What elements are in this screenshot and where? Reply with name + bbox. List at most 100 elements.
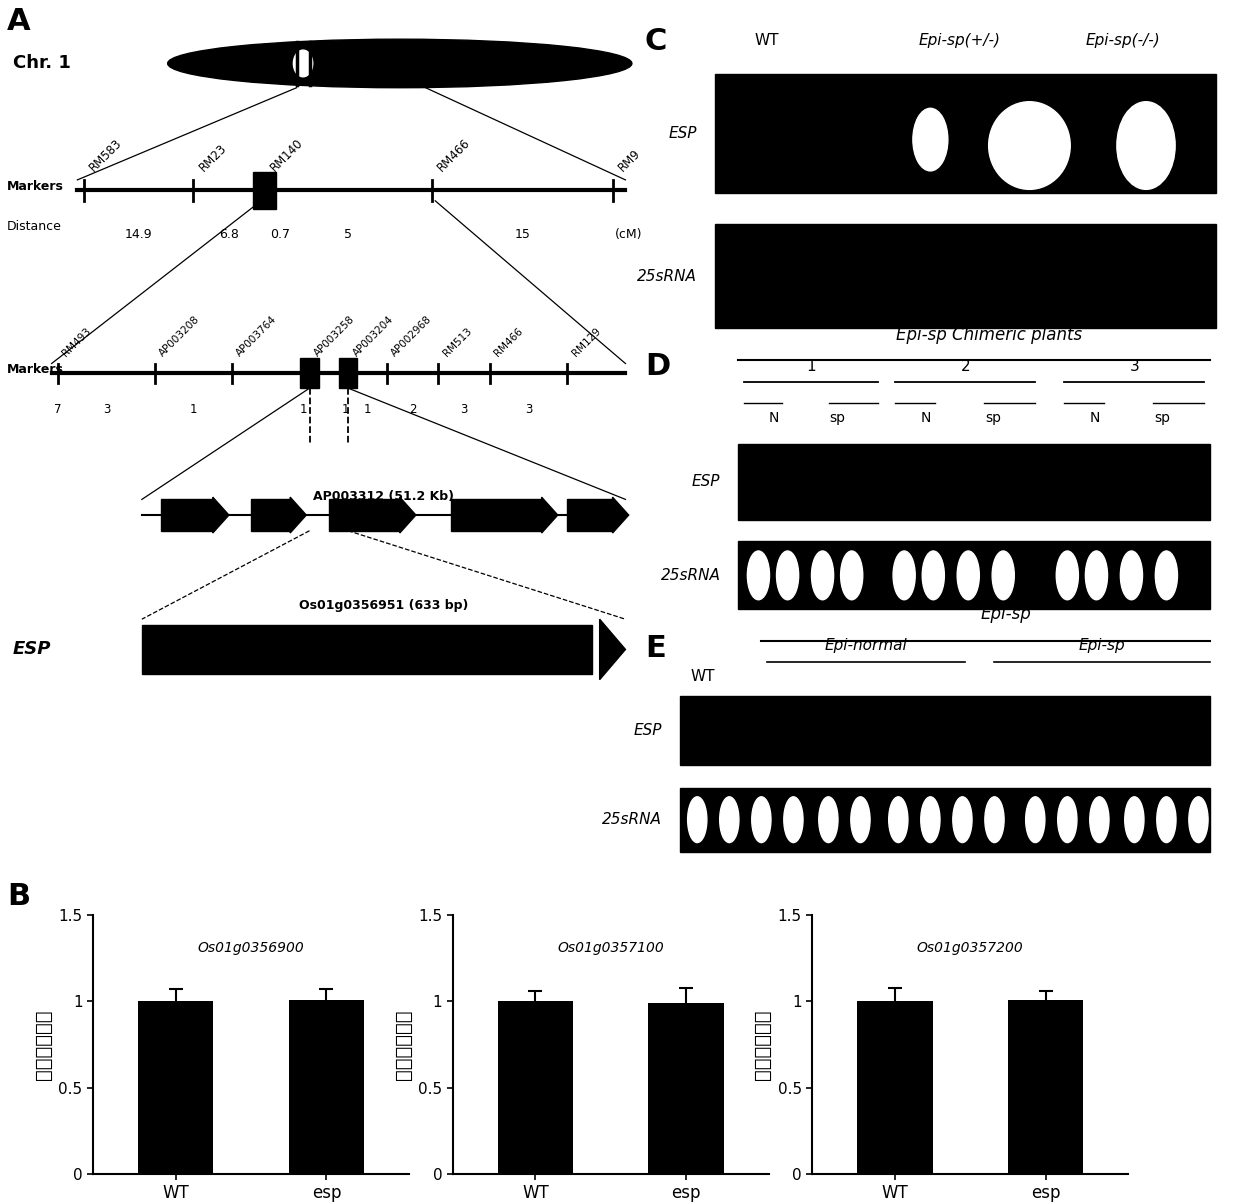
Ellipse shape — [992, 551, 1014, 600]
Text: D: D — [645, 352, 670, 380]
Text: N: N — [921, 412, 931, 425]
Text: AP003204: AP003204 — [351, 314, 396, 359]
Ellipse shape — [893, 551, 915, 600]
Text: N: N — [768, 412, 779, 425]
Bar — [252, 500, 290, 531]
Ellipse shape — [751, 797, 771, 843]
Text: Chr. 1: Chr. 1 — [12, 54, 71, 72]
Text: 1: 1 — [363, 403, 371, 417]
Text: 3: 3 — [103, 403, 110, 417]
Text: Markers: Markers — [6, 181, 63, 193]
Text: AP002968: AP002968 — [389, 314, 434, 359]
Text: ESP: ESP — [668, 126, 697, 141]
Bar — [253, 172, 277, 209]
Bar — [138, 1002, 213, 1174]
Ellipse shape — [811, 551, 833, 600]
Polygon shape — [542, 497, 558, 533]
Text: Os01g0356900: Os01g0356900 — [197, 942, 305, 955]
Text: Epi-sp Chimeric plants: Epi-sp Chimeric plants — [895, 326, 1081, 344]
Ellipse shape — [913, 108, 947, 171]
Ellipse shape — [1058, 797, 1078, 843]
Text: ESP: ESP — [12, 641, 51, 659]
Ellipse shape — [1025, 797, 1045, 843]
Bar — [340, 359, 357, 388]
Text: ESP: ESP — [692, 474, 720, 489]
Bar — [300, 359, 319, 388]
Ellipse shape — [784, 797, 804, 843]
Text: Epi-normal: Epi-normal — [825, 638, 908, 653]
Text: AP003258: AP003258 — [312, 314, 357, 359]
Bar — [161, 500, 213, 531]
Text: RM23: RM23 — [197, 141, 229, 173]
Bar — [329, 500, 399, 531]
Text: 5: 5 — [345, 228, 352, 241]
Text: 1: 1 — [341, 403, 348, 417]
Text: Epi-sp: Epi-sp — [981, 604, 1032, 622]
Ellipse shape — [688, 797, 707, 843]
Text: Os01g0357200: Os01g0357200 — [916, 942, 1024, 955]
Text: RM513: RM513 — [441, 326, 474, 359]
Text: Distance: Distance — [6, 220, 61, 234]
Text: 1: 1 — [190, 403, 197, 417]
Text: C: C — [645, 28, 667, 57]
Text: sp: sp — [986, 412, 1002, 425]
Text: RM129: RM129 — [570, 326, 603, 359]
Polygon shape — [213, 497, 229, 533]
Text: Os01g0356951 (633 bp): Os01g0356951 (633 bp) — [299, 598, 469, 612]
Text: 1: 1 — [806, 359, 816, 373]
Text: 3: 3 — [460, 403, 467, 417]
Ellipse shape — [1125, 797, 1145, 843]
Bar — [738, 542, 1210, 609]
Text: 15: 15 — [515, 228, 531, 241]
Text: (cM): (cM) — [615, 228, 642, 241]
Polygon shape — [290, 497, 306, 533]
Text: RM583: RM583 — [87, 136, 125, 173]
Bar — [714, 224, 1216, 327]
Text: Epi-sp: Epi-sp — [1079, 638, 1126, 653]
Ellipse shape — [1121, 551, 1142, 600]
Text: ESP: ESP — [634, 722, 662, 738]
Ellipse shape — [957, 551, 980, 600]
Text: 2: 2 — [961, 359, 970, 373]
Ellipse shape — [921, 797, 940, 843]
Ellipse shape — [1189, 797, 1208, 843]
Bar — [451, 500, 542, 531]
Y-axis label: 相对表达水平: 相对表达水平 — [33, 1009, 53, 1080]
Text: 0.7: 0.7 — [270, 228, 290, 241]
Ellipse shape — [748, 551, 770, 600]
Ellipse shape — [294, 51, 312, 77]
Text: RM493: RM493 — [61, 326, 93, 359]
Ellipse shape — [988, 101, 1070, 189]
Text: 1: 1 — [299, 403, 306, 417]
Text: N: N — [1090, 412, 1100, 425]
Ellipse shape — [1090, 797, 1109, 843]
Text: 25sRNA: 25sRNA — [603, 813, 662, 827]
Bar — [738, 444, 1210, 520]
Polygon shape — [399, 497, 415, 533]
Ellipse shape — [1157, 797, 1176, 843]
Text: 25sRNA: 25sRNA — [637, 268, 697, 284]
Bar — [649, 1003, 724, 1174]
Ellipse shape — [851, 797, 870, 843]
Ellipse shape — [1085, 551, 1107, 600]
Text: AP003312 (51.2 Kb): AP003312 (51.2 Kb) — [314, 490, 454, 503]
Ellipse shape — [923, 551, 945, 600]
Bar — [680, 696, 1210, 765]
Bar — [1008, 999, 1084, 1174]
Ellipse shape — [1117, 101, 1176, 189]
Text: RM140: RM140 — [268, 136, 305, 173]
Ellipse shape — [985, 797, 1004, 843]
Text: 3: 3 — [1130, 359, 1140, 373]
Bar — [568, 500, 613, 531]
Bar — [289, 999, 365, 1174]
Polygon shape — [600, 619, 625, 680]
Y-axis label: 相对表达水平: 相对表达水平 — [393, 1009, 413, 1080]
Ellipse shape — [818, 797, 838, 843]
Bar — [857, 1002, 932, 1174]
Text: B: B — [7, 883, 31, 911]
Ellipse shape — [841, 551, 863, 600]
Text: 14.9: 14.9 — [125, 228, 153, 241]
Text: Epi-sp(-/-): Epi-sp(-/-) — [1085, 34, 1161, 48]
Text: A: A — [6, 7, 30, 36]
Text: Os01g0357100: Os01g0357100 — [557, 942, 665, 955]
